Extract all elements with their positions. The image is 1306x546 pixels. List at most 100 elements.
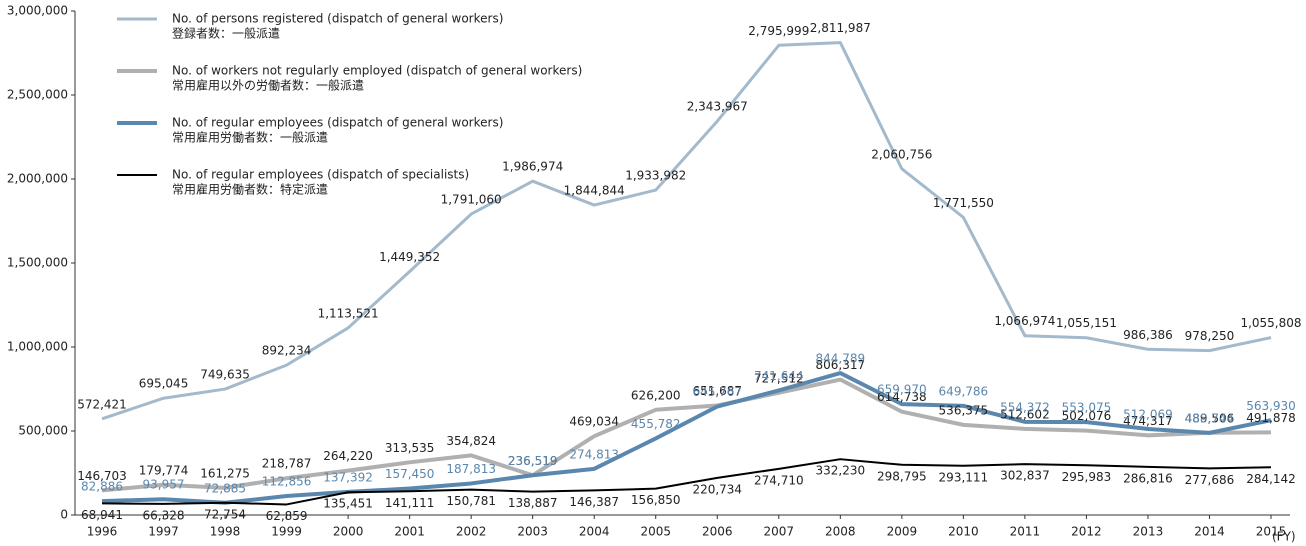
value-label: 572,421 bbox=[77, 397, 127, 411]
x-tick-label: 2009 bbox=[887, 525, 918, 539]
legend-label: No. of workers not regularly employed (d… bbox=[172, 64, 582, 78]
value-label: 1,791,060 bbox=[441, 193, 502, 207]
value-label: 649,786 bbox=[939, 384, 989, 398]
value-label: 741,644 bbox=[754, 369, 804, 383]
x-tick-label: 2013 bbox=[1133, 525, 1164, 539]
value-label: 1,055,151 bbox=[1056, 316, 1117, 330]
value-label: 72,754 bbox=[204, 507, 246, 521]
value-label: 554,372 bbox=[1000, 400, 1050, 414]
value-label: 82,886 bbox=[81, 480, 123, 494]
series-line bbox=[101, 41, 1272, 421]
x-tick-label: 2005 bbox=[640, 525, 671, 539]
value-label: 146,703 bbox=[77, 469, 127, 483]
value-label: 474,317 bbox=[1123, 414, 1173, 428]
legend-label-ja: 常用雇用労働者数：一般派遣 bbox=[172, 130, 328, 145]
value-label: 274,710 bbox=[754, 473, 804, 487]
value-label: 2,811,987 bbox=[810, 21, 871, 35]
value-label: 2,060,756 bbox=[871, 147, 932, 161]
value-label: 2,795,999 bbox=[748, 24, 809, 38]
value-label: 295,983 bbox=[1062, 470, 1112, 484]
x-tick-label: 2014 bbox=[1194, 525, 1225, 539]
value-label: 135,451 bbox=[323, 497, 373, 511]
value-label: 749,635 bbox=[200, 368, 250, 382]
value-label: 150,781 bbox=[446, 494, 496, 508]
value-label: 156,850 bbox=[631, 493, 681, 507]
series-line bbox=[101, 371, 1272, 505]
value-label: 502,076 bbox=[1062, 409, 1112, 423]
y-tick-label: 1,500,000 bbox=[7, 256, 68, 270]
x-tick-label: 2002 bbox=[456, 525, 487, 539]
x-tick-label: 1996 bbox=[87, 525, 118, 539]
value-label: 651,687 bbox=[692, 384, 742, 398]
x-tick-label: 1998 bbox=[210, 525, 241, 539]
x-tick-label: 2008 bbox=[825, 525, 856, 539]
y-tick-label: 2,500,000 bbox=[7, 88, 68, 102]
value-label: 236,519 bbox=[508, 454, 558, 468]
value-label: 284,142 bbox=[1246, 472, 1296, 486]
y-tick-label: 3,000,000 bbox=[7, 4, 68, 18]
x-tick-label: 2004 bbox=[579, 525, 610, 539]
x-tick-label: 2001 bbox=[394, 525, 425, 539]
value-label: 313,535 bbox=[385, 441, 435, 455]
value-label: 491,878 bbox=[1246, 411, 1296, 425]
value-label: 488,744 bbox=[1185, 411, 1235, 425]
value-label: 1,771,550 bbox=[933, 196, 994, 210]
value-label: 62,859 bbox=[266, 509, 308, 523]
value-label: 68,941 bbox=[81, 508, 123, 522]
legend-label: No. of regular employees (dispatch of sp… bbox=[172, 168, 469, 182]
value-label: 844,789 bbox=[816, 352, 866, 366]
value-label: 161,275 bbox=[200, 466, 250, 480]
legend-label-ja: 登録者数：一般派遣 bbox=[172, 26, 280, 41]
series-line bbox=[101, 458, 1272, 506]
value-label: 986,386 bbox=[1123, 328, 1173, 342]
value-label: 138,887 bbox=[508, 496, 558, 510]
value-label: 1,933,982 bbox=[625, 169, 686, 183]
x-tick-label: 2015 bbox=[1256, 525, 1287, 539]
value-label: 332,230 bbox=[816, 464, 866, 478]
value-label: 146,387 bbox=[569, 495, 619, 509]
series-line bbox=[101, 377, 1272, 493]
value-label: 218,787 bbox=[262, 457, 312, 471]
value-label: 274,813 bbox=[569, 447, 619, 461]
x-tick-label: 2003 bbox=[517, 525, 548, 539]
legend-label-ja: 常用雇用以外の労働者数：一般派遣 bbox=[172, 78, 364, 93]
value-label: 179,774 bbox=[139, 463, 189, 477]
value-label: 236,519 bbox=[508, 454, 558, 468]
value-label: 1,066,974 bbox=[994, 314, 1055, 328]
value-label: 614,738 bbox=[877, 390, 927, 404]
x-tick-label: 2000 bbox=[333, 525, 364, 539]
x-axis-label: (FY) bbox=[1272, 530, 1296, 544]
y-tick-label: 2,000,000 bbox=[7, 172, 68, 186]
x-tick-label: 1999 bbox=[271, 525, 302, 539]
value-label: 264,220 bbox=[323, 449, 373, 463]
value-label: 141,111 bbox=[385, 496, 435, 510]
value-label: 1,449,352 bbox=[379, 250, 440, 264]
x-tick-label: 2011 bbox=[1010, 525, 1041, 539]
x-tick-label: 2007 bbox=[764, 525, 795, 539]
value-label: 512,069 bbox=[1123, 407, 1173, 421]
value-label: 1,844,844 bbox=[564, 184, 625, 198]
value-label: 727,512 bbox=[754, 371, 804, 385]
value-label: 302,837 bbox=[1000, 469, 1050, 483]
value-label: 220,734 bbox=[692, 482, 742, 496]
value-label: 806,317 bbox=[816, 358, 866, 372]
value-label: 293,111 bbox=[939, 470, 989, 484]
value-label: 286,816 bbox=[1123, 471, 1173, 485]
value-label: 112,856 bbox=[262, 475, 312, 489]
legend-label: No. of regular employees (dispatch of ge… bbox=[172, 116, 503, 130]
value-label: 298,795 bbox=[877, 469, 927, 483]
value-label: 137,392 bbox=[323, 470, 373, 484]
value-label: 469,034 bbox=[569, 415, 619, 429]
y-tick-label: 1,000,000 bbox=[7, 340, 68, 354]
x-tick-label: 2006 bbox=[702, 525, 733, 539]
value-label: 489,506 bbox=[1185, 411, 1235, 425]
value-label: 553,075 bbox=[1062, 401, 1112, 415]
legend-label: No. of persons registered (dispatch of g… bbox=[172, 12, 503, 26]
value-label: 66,328 bbox=[143, 508, 185, 522]
legend-label-ja: 常用雇用労働者数：特定派遣 bbox=[172, 182, 328, 197]
value-label: 659,970 bbox=[877, 383, 927, 397]
value-label: 277,686 bbox=[1185, 473, 1235, 487]
value-label: 563,930 bbox=[1246, 399, 1296, 413]
value-label: 512,602 bbox=[1000, 407, 1050, 421]
